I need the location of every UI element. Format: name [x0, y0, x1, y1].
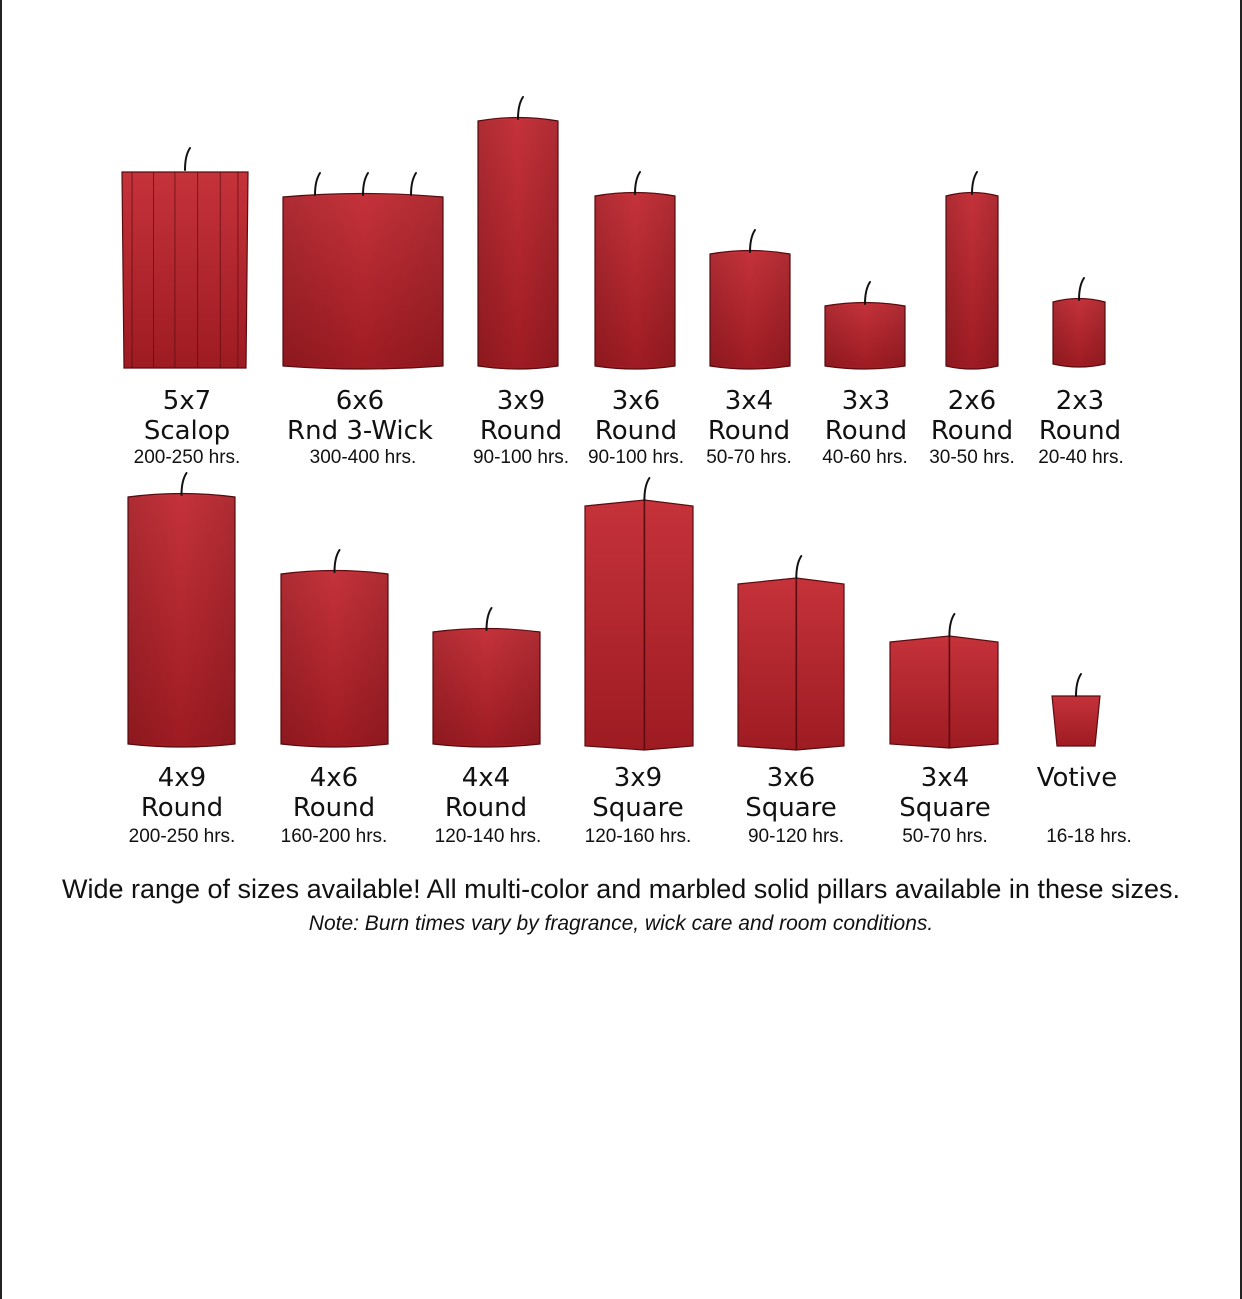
candle-burn-hours: 120-160 hrs.	[585, 826, 692, 847]
candle-type-label: Round	[595, 416, 677, 446]
candle-size-label: 3x6	[767, 763, 815, 793]
candle-size-label: 2x6	[948, 386, 996, 416]
candle-wick	[362, 172, 369, 196]
candle-size-label: 3x6	[612, 386, 660, 416]
candle-size-label: 6x6	[336, 386, 384, 416]
headline: Wide range of sizes available! All multi…	[61, 874, 1181, 904]
candle-3x6-round	[594, 171, 676, 370]
candle-wick	[314, 172, 321, 196]
candle-size-label: 3x9	[497, 386, 545, 416]
candle-burn-hours: 90-100 hrs.	[473, 447, 569, 468]
candle-wick	[1075, 673, 1082, 697]
candle-burn-hours: 40-60 hrs.	[822, 447, 908, 468]
burn-time-note: Note: Burn times vary by fragrance, wick…	[308, 912, 934, 935]
candle-3x9-square	[584, 477, 694, 751]
candle-wick	[485, 607, 493, 631]
candle-wick	[795, 555, 803, 579]
candle-wick	[948, 613, 956, 637]
candle-type-label: Scalop	[144, 416, 230, 446]
candle-type-label: Round	[931, 416, 1013, 446]
candle-size-label: 2x3	[1056, 386, 1104, 416]
candle-burn-hours: 200-250 hrs.	[129, 826, 236, 847]
candle-burn-hours: 16-18 hrs.	[1046, 826, 1132, 847]
candle-size-label: 4x4	[462, 763, 510, 793]
candle-3x9-round	[477, 96, 559, 370]
candle-type-label: Round	[293, 793, 375, 823]
candle-3x4-round	[709, 229, 791, 370]
candle-3x4-square	[889, 613, 999, 749]
candle-burn-hours: 50-70 hrs.	[902, 826, 988, 847]
candle-wick	[864, 281, 871, 305]
candle-size-label: 4x6	[310, 763, 358, 793]
candle-burn-hours: 160-200 hrs.	[281, 826, 388, 847]
candle-4x6-round	[280, 549, 389, 748]
frame-border-left	[0, 0, 2, 1299]
candle-type-label: Round	[480, 416, 562, 446]
candle-type-label: Rnd 3-Wick	[287, 416, 433, 446]
frame-border-right	[1240, 0, 1242, 1299]
candle-wick	[643, 477, 651, 501]
candle-type-label: Square	[592, 793, 684, 823]
candle-size-label: 3x3	[842, 386, 890, 416]
candle-wick	[410, 172, 417, 196]
candle-burn-hours: 90-120 hrs.	[748, 826, 844, 847]
candle-wick	[180, 472, 188, 496]
candle-votive-votive	[1051, 673, 1101, 747]
candle-type-label: Round	[141, 793, 223, 823]
candle-size-label: 3x9	[614, 763, 662, 793]
candle-4x4-round	[432, 607, 541, 748]
candle-type-label: Round	[1039, 416, 1121, 446]
candle-2x3-round	[1052, 277, 1106, 368]
candle-type-label: Round	[825, 416, 907, 446]
candle-burn-hours: 50-70 hrs.	[706, 447, 792, 468]
candle-type-label: Round	[708, 416, 790, 446]
candle-burn-hours: 120-140 hrs.	[435, 826, 542, 847]
candle-3x6-square	[737, 555, 845, 751]
candle-type-label: Round	[445, 793, 527, 823]
candle-3x3-round	[824, 281, 906, 370]
candle-size-label: Votive	[1037, 763, 1117, 793]
candle-wick	[517, 96, 524, 120]
candle-burn-hours: 90-100 hrs.	[588, 447, 684, 468]
candle-wick	[333, 549, 341, 573]
candle-wick	[749, 229, 756, 253]
candle-2x6-round	[945, 171, 999, 370]
candle-size-label: 5x7	[163, 386, 211, 416]
candle-wick	[634, 171, 641, 195]
candle-burn-hours: 200-250 hrs.	[134, 447, 241, 468]
candle-wick	[971, 171, 978, 195]
candle-type-label: Square	[899, 793, 991, 823]
candle-type-label: Square	[745, 793, 837, 823]
candle-size-label: 3x4	[725, 386, 773, 416]
candle-size-label: 4x9	[158, 763, 206, 793]
candle-4x9-round	[127, 472, 236, 748]
candle-wick	[184, 147, 191, 171]
candle-wick	[1078, 277, 1085, 301]
candle-burn-hours: 20-40 hrs.	[1038, 447, 1124, 468]
candle-6x6-rnd-3-wick	[282, 172, 444, 370]
candle-5x7-scalop	[121, 147, 249, 369]
candle-burn-hours: 30-50 hrs.	[929, 447, 1015, 468]
candle-size-label: 3x4	[921, 763, 969, 793]
candle-burn-hours: 300-400 hrs.	[310, 447, 417, 468]
